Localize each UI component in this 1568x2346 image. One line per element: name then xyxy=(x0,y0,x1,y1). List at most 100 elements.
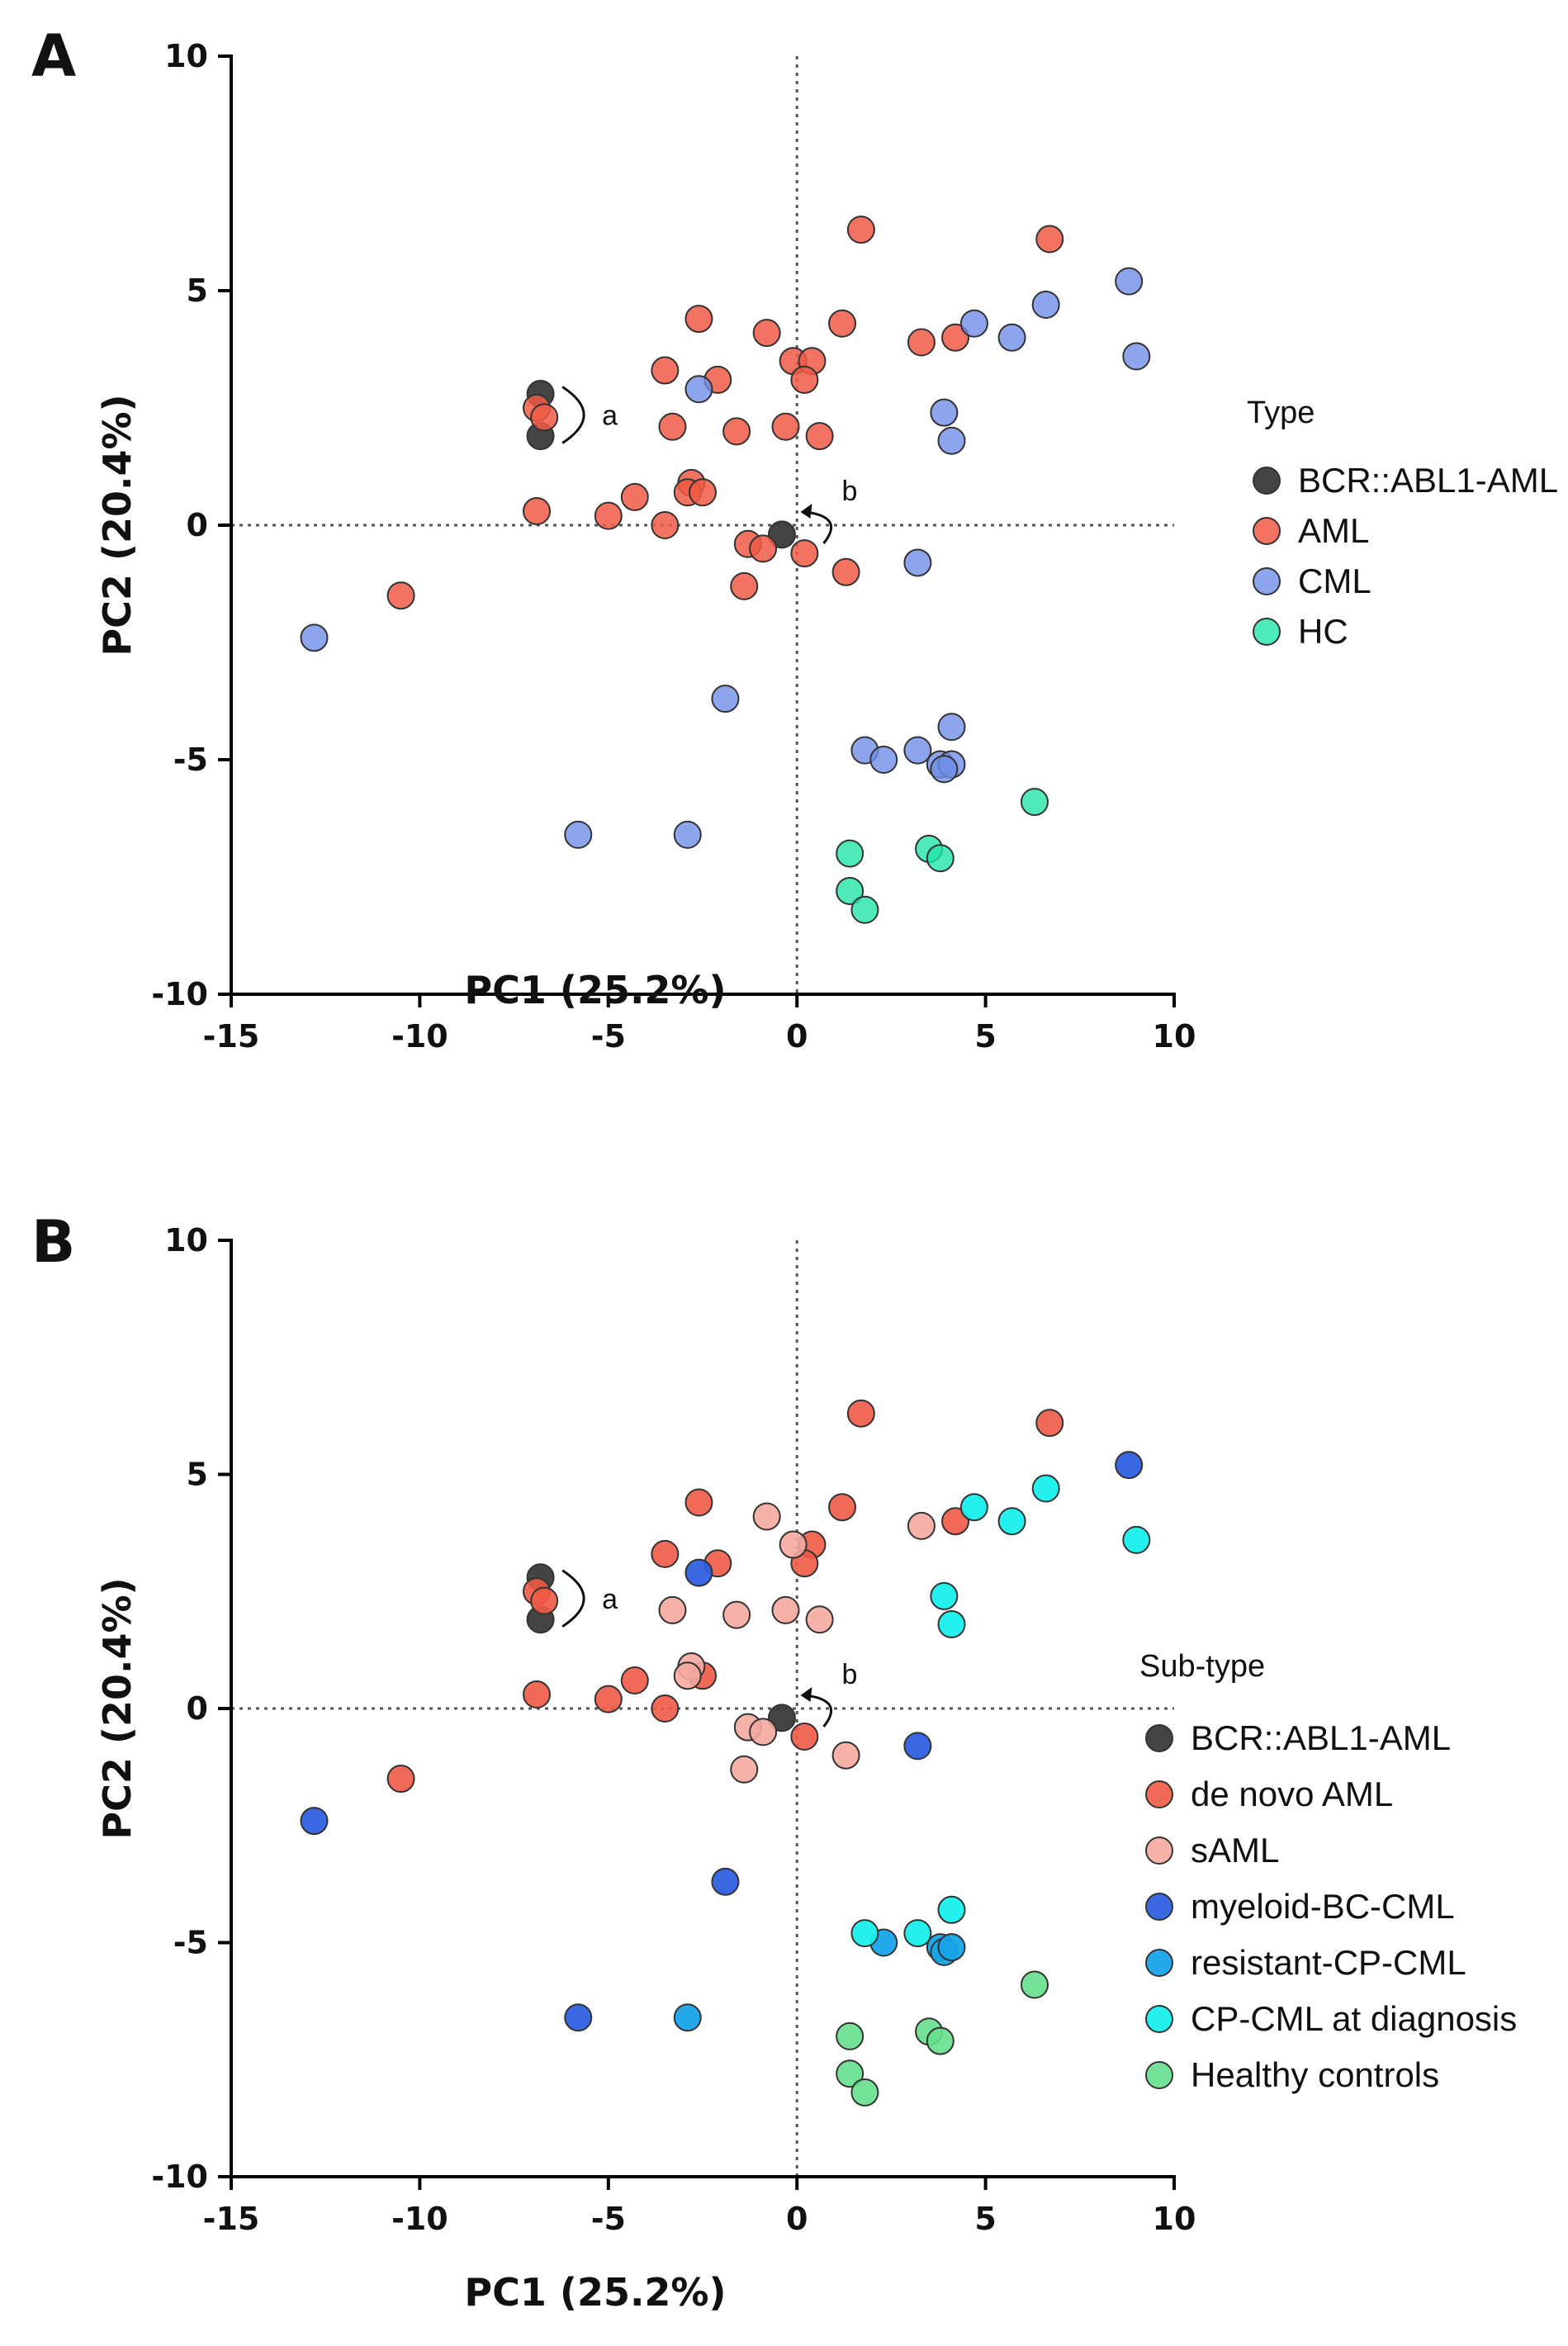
data-point xyxy=(620,482,649,511)
annotation-b-arrowhead xyxy=(800,1687,812,1702)
data-point xyxy=(937,1933,966,1962)
data-point xyxy=(523,1680,552,1709)
legend-label: BCR::ABL1-AML xyxy=(1298,461,1558,500)
y-tick-label: 0 xyxy=(187,507,208,543)
data-point xyxy=(997,1507,1026,1536)
data-point xyxy=(658,1595,687,1624)
data-point xyxy=(828,1493,857,1522)
legend-title: Sub-type xyxy=(1139,1649,1265,1684)
data-point xyxy=(937,426,966,455)
data-point xyxy=(730,571,759,600)
x-tick-label: -5 xyxy=(591,1018,626,1055)
data-point xyxy=(685,305,713,334)
data-point xyxy=(1115,1451,1144,1480)
annotation-a-label: a xyxy=(602,400,618,432)
legend-label: sAML xyxy=(1191,1831,1279,1870)
data-point xyxy=(711,1867,740,1896)
series-3 xyxy=(300,1451,1144,2032)
data-point xyxy=(594,1685,623,1713)
legend-label: CP-CML at diagnosis xyxy=(1191,1999,1517,2038)
data-point xyxy=(523,496,552,525)
data-point xyxy=(594,501,623,530)
data-point xyxy=(1031,291,1060,320)
data-point xyxy=(850,895,879,924)
data-point xyxy=(779,1530,808,1559)
data-point xyxy=(959,1493,988,1522)
data-point xyxy=(749,1718,778,1746)
data-point xyxy=(836,2021,865,2050)
legend-label: CML xyxy=(1298,562,1371,600)
x-axis-title: PC1 (25.2%) xyxy=(464,968,726,1012)
legend-swatch xyxy=(1145,1724,1173,1752)
series-6 xyxy=(836,1970,1049,2107)
data-point xyxy=(937,1609,966,1638)
legend-swatch xyxy=(1253,567,1281,595)
legend-swatch xyxy=(1145,2061,1173,2089)
data-point xyxy=(771,1595,800,1624)
data-point xyxy=(907,328,936,357)
annotation-b-arrow xyxy=(805,510,833,544)
legend-label: Healthy controls xyxy=(1191,2055,1439,2094)
data-point xyxy=(930,755,959,784)
data-point xyxy=(869,746,898,774)
data-point xyxy=(564,820,593,849)
data-point xyxy=(828,309,857,338)
data-point xyxy=(651,1539,680,1568)
legend-label: AML xyxy=(1298,511,1369,550)
data-point xyxy=(651,356,680,385)
y-tick-label: -10 xyxy=(151,976,208,1012)
annotation-b-label: b xyxy=(841,476,857,507)
data-point xyxy=(836,877,865,906)
data-point xyxy=(651,511,680,539)
y-axis-title: PC2 (20.4%) xyxy=(95,394,140,656)
data-point xyxy=(386,581,415,610)
legend-swatch xyxy=(1145,1893,1173,1921)
data-point xyxy=(386,1765,415,1794)
annotation-a-bracket xyxy=(561,1569,585,1628)
y-tick-label: 5 xyxy=(187,1457,208,1493)
x-tick-label: 10 xyxy=(1153,2201,1196,2237)
data-point xyxy=(1020,1970,1049,1999)
panel-b: B -15 -10 -5 0 5 10 -10 -5 0 5 10 PC1 (25.2%) PC2 (20… xyxy=(31,1208,1517,2315)
data-point xyxy=(300,1807,329,1836)
data-point xyxy=(620,1666,649,1694)
y-tick-label: 5 xyxy=(187,273,208,309)
series-1 xyxy=(386,1399,1064,1794)
data-point xyxy=(1122,1525,1151,1554)
legend-label: BCR::ABL1-AML xyxy=(1191,1718,1451,1757)
data-point xyxy=(790,365,819,394)
x-tick-label: -5 xyxy=(591,2201,626,2237)
data-point xyxy=(673,1661,702,1690)
data-point xyxy=(685,1488,713,1517)
annotation-b-arrow xyxy=(805,1694,833,1728)
x-tick-label: 0 xyxy=(786,2201,808,2237)
y-tick-label: 10 xyxy=(164,1222,208,1258)
data-point xyxy=(658,412,687,441)
x-axis-title: PC1 (25.2%) xyxy=(464,2270,726,2315)
data-point xyxy=(831,1741,860,1770)
data-point xyxy=(903,736,932,765)
x-tick-label: -10 xyxy=(391,2201,448,2237)
panel-a: A -15 -10 -5 0 5 10 -10 -5 0 5 10 PC1 (25.2%) PC2 (20… xyxy=(31,22,1558,1055)
data-point xyxy=(850,2078,879,2107)
x-tick-label: 10 xyxy=(1153,1018,1196,1055)
legend-title: Type xyxy=(1247,396,1315,430)
annotation-b-arrowhead xyxy=(800,504,812,519)
data-point xyxy=(903,1732,932,1761)
data-point xyxy=(564,2003,593,2032)
data-point xyxy=(937,1895,966,1924)
data-point xyxy=(836,2059,865,2088)
y-tick-label: 0 xyxy=(187,1690,208,1727)
data-point xyxy=(903,548,932,577)
y-tick-label: 10 xyxy=(164,38,208,74)
data-point xyxy=(1035,225,1064,254)
data-point xyxy=(805,422,834,451)
data-point xyxy=(907,1511,936,1540)
x-tick-label: -10 xyxy=(391,1018,448,1055)
data-point xyxy=(836,839,865,868)
x-tick-label: 0 xyxy=(786,1018,808,1055)
data-point xyxy=(937,713,966,742)
